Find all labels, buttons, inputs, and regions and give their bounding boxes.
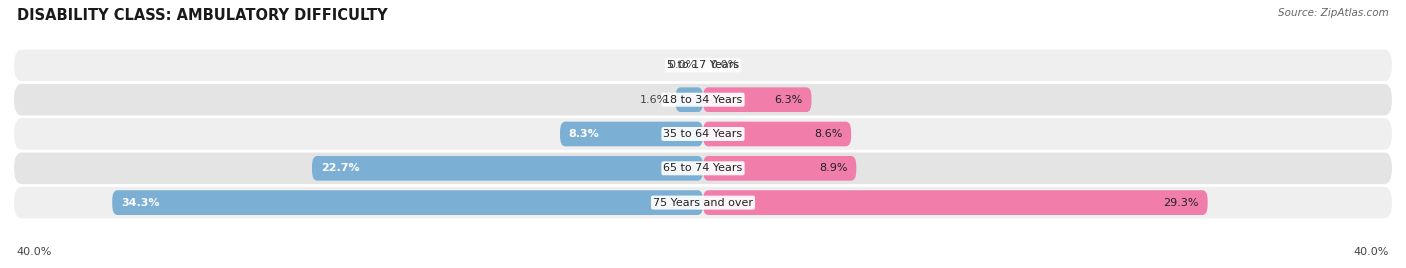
FancyBboxPatch shape — [560, 122, 703, 146]
FancyBboxPatch shape — [14, 50, 1392, 81]
Text: 1.6%: 1.6% — [640, 95, 669, 105]
Text: 34.3%: 34.3% — [121, 198, 159, 208]
Text: Source: ZipAtlas.com: Source: ZipAtlas.com — [1278, 8, 1389, 18]
FancyBboxPatch shape — [703, 87, 811, 112]
Text: 40.0%: 40.0% — [17, 247, 52, 257]
FancyBboxPatch shape — [675, 87, 703, 112]
Text: 40.0%: 40.0% — [1354, 247, 1389, 257]
Text: 6.3%: 6.3% — [775, 95, 803, 105]
Text: 22.7%: 22.7% — [321, 163, 360, 173]
Text: 8.3%: 8.3% — [568, 129, 599, 139]
Text: 75 Years and over: 75 Years and over — [652, 198, 754, 208]
FancyBboxPatch shape — [703, 156, 856, 181]
FancyBboxPatch shape — [14, 187, 1392, 218]
Text: 0.0%: 0.0% — [668, 60, 696, 70]
FancyBboxPatch shape — [703, 122, 851, 146]
Text: DISABILITY CLASS: AMBULATORY DIFFICULTY: DISABILITY CLASS: AMBULATORY DIFFICULTY — [17, 8, 388, 23]
Text: 65 to 74 Years: 65 to 74 Years — [664, 163, 742, 173]
Text: 0.0%: 0.0% — [710, 60, 738, 70]
Text: 8.9%: 8.9% — [820, 163, 848, 173]
Text: 35 to 64 Years: 35 to 64 Years — [664, 129, 742, 139]
Text: 5 to 17 Years: 5 to 17 Years — [666, 60, 740, 70]
FancyBboxPatch shape — [14, 84, 1392, 116]
Text: 29.3%: 29.3% — [1164, 198, 1199, 208]
FancyBboxPatch shape — [14, 118, 1392, 150]
Text: 8.6%: 8.6% — [814, 129, 842, 139]
Text: 18 to 34 Years: 18 to 34 Years — [664, 95, 742, 105]
FancyBboxPatch shape — [312, 156, 703, 181]
FancyBboxPatch shape — [703, 190, 1208, 215]
FancyBboxPatch shape — [14, 152, 1392, 184]
FancyBboxPatch shape — [112, 190, 703, 215]
